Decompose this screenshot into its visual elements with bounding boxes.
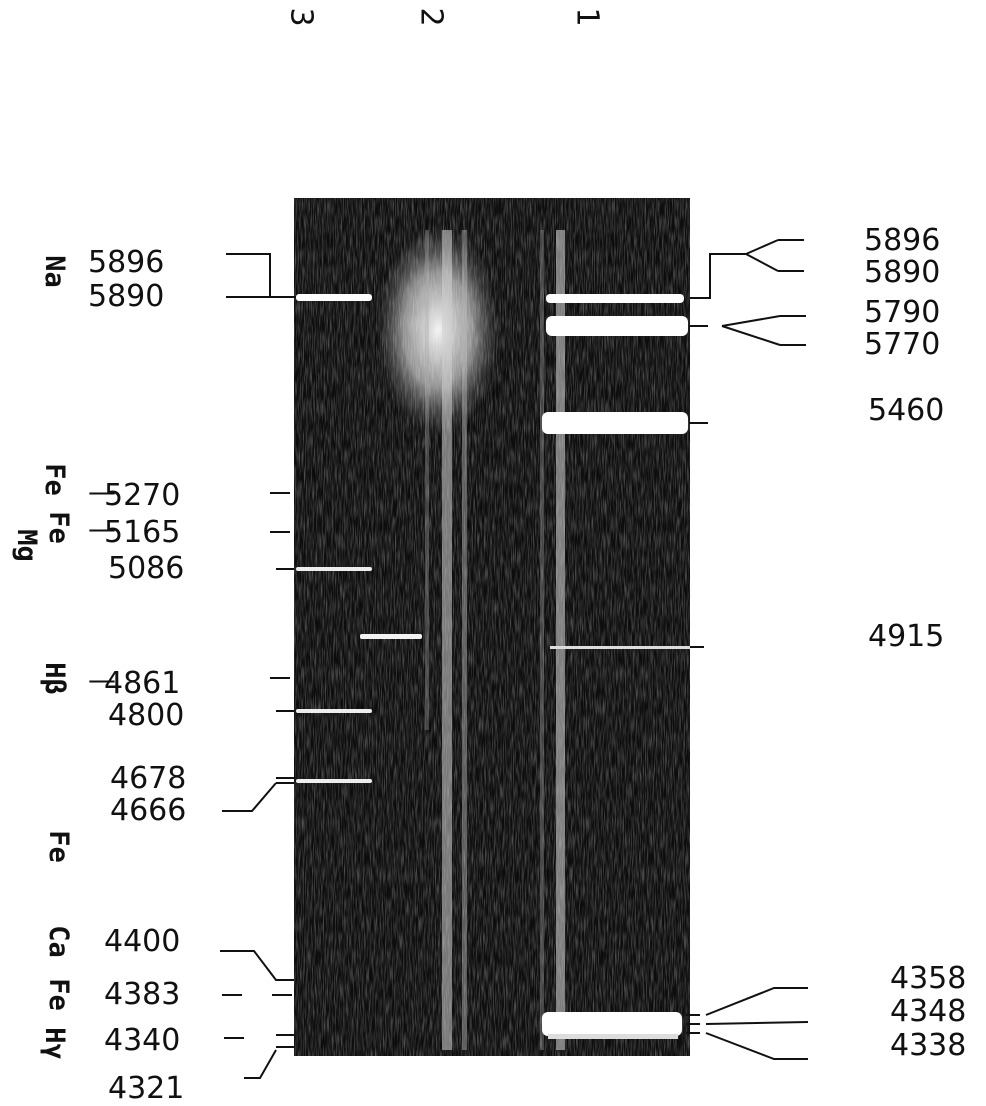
right-wavelength-4348: 4348: [890, 994, 967, 1029]
strip-3-line-4915: [360, 634, 422, 639]
pointer-4321: [244, 1049, 277, 1079]
left-wavelength-4861: 4861: [104, 666, 181, 701]
pointer-5890-right: [690, 253, 746, 299]
left-wavelength-4321: 4321: [108, 1071, 185, 1106]
element-mg: Mg: [10, 529, 42, 562]
right-wavelength-4358: 4358: [890, 961, 967, 996]
strip-number-3: 3: [283, 7, 319, 27]
left-wavelength-5890: 5890: [88, 279, 165, 314]
pointer-4358: [705, 987, 808, 1016]
left-pointer-lines: [220, 253, 296, 1079]
pointer-na-5896: [226, 253, 296, 298]
strip-2-streak-b: [462, 230, 467, 1050]
strip-1-streak-b: [540, 230, 544, 1050]
strip-2-streak-c: [425, 230, 429, 730]
element-fe-5165: Fe: [42, 511, 74, 544]
strip-3-line-5890: [296, 294, 372, 301]
element-fe-4383: Fe: [42, 978, 74, 1011]
element-h-beta: Hβ: [38, 662, 70, 695]
left-wavelength-4383: 4383: [104, 977, 181, 1012]
element-fe-5270: Fe: [38, 463, 70, 496]
right-wavelength-5770: 5770: [864, 327, 941, 362]
dash-4861: —: [88, 663, 116, 696]
left-wavelength-4400: 4400: [104, 924, 181, 959]
dash-5165: —: [88, 512, 116, 545]
strip-1-line-5890: [546, 294, 684, 303]
left-wavelength-5270: 5270: [104, 478, 181, 513]
strip-1-streak-a: [556, 230, 565, 1050]
left-wavelength-4678: 4678: [110, 761, 187, 796]
strip-1-line-4338: [548, 1034, 678, 1039]
strip-1-line-4915: [550, 646, 690, 649]
right-wavelength-5460: 5460: [868, 393, 945, 428]
left-wavelength-4666: 4666: [110, 793, 187, 828]
left-wavelength-5086: 5086: [108, 551, 185, 586]
dash-5270: —: [88, 475, 116, 508]
strip-1-line-5460: [542, 412, 688, 434]
strip-number-1: 1: [569, 7, 605, 27]
strip-3-line-5086: [296, 567, 372, 571]
strip-3-line-4678: [296, 779, 372, 783]
fork-5770: [721, 325, 781, 346]
left-wavelength-4800: 4800: [108, 698, 185, 733]
element-na: Na: [38, 255, 70, 288]
element-ca: Ca: [42, 925, 74, 958]
left-wavelength-5896: 5896: [88, 245, 165, 280]
element-h-gamma: Hγ: [38, 1027, 70, 1060]
fork-5790: [721, 315, 781, 327]
right-wavelength-4915: 4915: [868, 619, 945, 654]
right-wavelength-5896: 5896: [864, 223, 941, 258]
strip-1-line-4358: [542, 1012, 682, 1036]
fork-5896: [745, 239, 779, 255]
strip-2-continuum-glow: [376, 225, 500, 435]
strip-3-line-4800: [296, 709, 372, 713]
pointer-ca-4400: [220, 950, 294, 981]
left-wavelength-4340: 4340: [104, 1023, 181, 1058]
strip-number-2: 2: [413, 7, 449, 27]
element-fe-4666: Fe: [42, 830, 74, 863]
right-wavelength-5890: 5890: [864, 255, 941, 290]
pointer-4348: [705, 1021, 809, 1025]
fork-5890: [745, 253, 779, 272]
pointer-fe-4666: [222, 782, 277, 812]
right-pointer-lines: [686, 239, 809, 1060]
right-wavelength-5790: 5790: [864, 295, 941, 330]
strip-1-line-5790: [546, 316, 688, 336]
right-wavelength-4338: 4338: [890, 1028, 967, 1063]
strip-2-streak-a: [442, 230, 452, 1050]
pointer-4338: [705, 1032, 808, 1060]
left-wavelength-5165: 5165: [104, 515, 181, 550]
